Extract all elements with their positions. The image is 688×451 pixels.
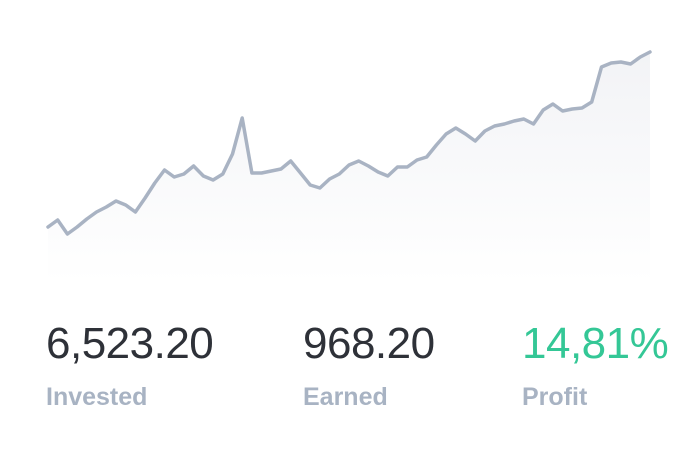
stat-earned: 968.20 Earned	[303, 318, 435, 412]
area-chart	[46, 50, 652, 282]
earned-label: Earned	[303, 383, 388, 411]
stat-invested: 6,523.20 Invested	[46, 318, 214, 412]
chart-series-line	[46, 50, 652, 236]
profit-value: 14,81%	[522, 319, 669, 368]
area-chart-svg	[46, 50, 652, 282]
earned-value: 968.20	[303, 319, 435, 368]
stats-row: 6,523.20 Invested 968.20 Earned 14,81% P…	[0, 318, 688, 428]
stat-profit: 14,81% Profit	[522, 318, 669, 412]
invested-label: Invested	[46, 383, 148, 411]
invested-value: 6,523.20	[46, 319, 214, 368]
profit-label: Profit	[522, 383, 588, 411]
